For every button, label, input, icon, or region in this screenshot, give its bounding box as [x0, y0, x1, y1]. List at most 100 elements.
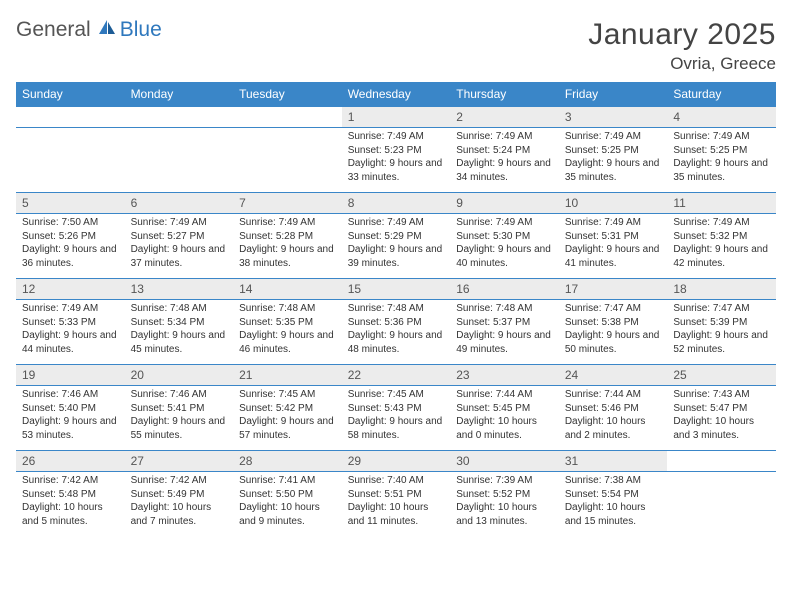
daylight-line: Daylight: 9 hours and 39 minutes.: [348, 243, 445, 270]
day-number-cell: 22: [342, 365, 451, 386]
sunset-line: Sunset: 5:40 PM: [22, 402, 119, 416]
col-tuesday: Tuesday: [233, 82, 342, 107]
day-details-cell: Sunrise: 7:45 AMSunset: 5:42 PMDaylight:…: [233, 386, 342, 451]
day-number-cell: 27: [125, 451, 234, 472]
day-details-cell: [667, 472, 776, 537]
daylight-line: Daylight: 9 hours and 34 minutes.: [456, 157, 553, 184]
daylight-line: Daylight: 10 hours and 9 minutes.: [239, 501, 336, 528]
daylight-line: Daylight: 9 hours and 40 minutes.: [456, 243, 553, 270]
sunset-line: Sunset: 5:23 PM: [348, 144, 445, 158]
day-number-cell: 7: [233, 193, 342, 214]
daylight-line: Daylight: 9 hours and 53 minutes.: [22, 415, 119, 442]
day-number-cell: [667, 451, 776, 472]
sunset-line: Sunset: 5:54 PM: [565, 488, 662, 502]
daylight-line: Daylight: 9 hours and 50 minutes.: [565, 329, 662, 356]
sunrise-line: Sunrise: 7:49 AM: [348, 216, 445, 230]
page-title: January 2025: [588, 18, 776, 52]
sunrise-line: Sunrise: 7:40 AM: [348, 474, 445, 488]
day-number-cell: 13: [125, 279, 234, 300]
day-number-cell: [16, 107, 125, 128]
day-number-cell: 19: [16, 365, 125, 386]
day-details-cell: Sunrise: 7:46 AMSunset: 5:41 PMDaylight:…: [125, 386, 234, 451]
sail-icon: [96, 19, 116, 42]
day-details-cell: Sunrise: 7:45 AMSunset: 5:43 PMDaylight:…: [342, 386, 451, 451]
sunrise-line: Sunrise: 7:46 AM: [22, 388, 119, 402]
sunset-line: Sunset: 5:33 PM: [22, 316, 119, 330]
day-details-cell: Sunrise: 7:47 AMSunset: 5:39 PMDaylight:…: [667, 300, 776, 365]
col-friday: Friday: [559, 82, 668, 107]
daylight-line: Daylight: 10 hours and 11 minutes.: [348, 501, 445, 528]
day-details-cell: Sunrise: 7:46 AMSunset: 5:40 PMDaylight:…: [16, 386, 125, 451]
day-number-cell: 31: [559, 451, 668, 472]
sunrise-line: Sunrise: 7:49 AM: [131, 216, 228, 230]
sunrise-line: Sunrise: 7:47 AM: [673, 302, 770, 316]
sunrise-line: Sunrise: 7:45 AM: [239, 388, 336, 402]
sunrise-line: Sunrise: 7:46 AM: [131, 388, 228, 402]
sunrise-line: Sunrise: 7:44 AM: [456, 388, 553, 402]
sunrise-line: Sunrise: 7:48 AM: [131, 302, 228, 316]
daylight-line: Daylight: 9 hours and 55 minutes.: [131, 415, 228, 442]
day-details-cell: Sunrise: 7:49 AMSunset: 5:31 PMDaylight:…: [559, 214, 668, 279]
sunset-line: Sunset: 5:52 PM: [456, 488, 553, 502]
day-number-cell: 21: [233, 365, 342, 386]
sunrise-line: Sunrise: 7:48 AM: [348, 302, 445, 316]
day-details-cell: Sunrise: 7:41 AMSunset: 5:50 PMDaylight:…: [233, 472, 342, 537]
daylight-line: Daylight: 9 hours and 44 minutes.: [22, 329, 119, 356]
sunset-line: Sunset: 5:35 PM: [239, 316, 336, 330]
day-details-cell: Sunrise: 7:49 AMSunset: 5:28 PMDaylight:…: [233, 214, 342, 279]
day-details-cell: Sunrise: 7:49 AMSunset: 5:33 PMDaylight:…: [16, 300, 125, 365]
daylight-line: Daylight: 10 hours and 0 minutes.: [456, 415, 553, 442]
sunset-line: Sunset: 5:28 PM: [239, 230, 336, 244]
daylight-line: Daylight: 9 hours and 38 minutes.: [239, 243, 336, 270]
brand-part2: Blue: [120, 18, 162, 42]
day-number-cell: 25: [667, 365, 776, 386]
daylight-line: Daylight: 10 hours and 13 minutes.: [456, 501, 553, 528]
day-number-cell: 30: [450, 451, 559, 472]
day-number-cell: 2: [450, 107, 559, 128]
sunrise-line: Sunrise: 7:50 AM: [22, 216, 119, 230]
daylight-line: Daylight: 9 hours and 49 minutes.: [456, 329, 553, 356]
sunrise-line: Sunrise: 7:49 AM: [348, 130, 445, 144]
sunrise-line: Sunrise: 7:49 AM: [673, 216, 770, 230]
day-number-cell: 16: [450, 279, 559, 300]
sunrise-line: Sunrise: 7:49 AM: [22, 302, 119, 316]
daylight-line: Daylight: 9 hours and 35 minutes.: [673, 157, 770, 184]
day-number-cell: 15: [342, 279, 451, 300]
daylight-line: Daylight: 10 hours and 3 minutes.: [673, 415, 770, 442]
sunset-line: Sunset: 5:47 PM: [673, 402, 770, 416]
day-details-cell: Sunrise: 7:44 AMSunset: 5:45 PMDaylight:…: [450, 386, 559, 451]
sunset-line: Sunset: 5:36 PM: [348, 316, 445, 330]
day-number-cell: 1: [342, 107, 451, 128]
col-monday: Monday: [125, 82, 234, 107]
day-number-cell: 4: [667, 107, 776, 128]
sunset-line: Sunset: 5:32 PM: [673, 230, 770, 244]
daylight-line: Daylight: 9 hours and 35 minutes.: [565, 157, 662, 184]
sunrise-line: Sunrise: 7:44 AM: [565, 388, 662, 402]
day-number-row: 12131415161718: [16, 279, 776, 300]
day-details-cell: Sunrise: 7:48 AMSunset: 5:36 PMDaylight:…: [342, 300, 451, 365]
day-details-row: Sunrise: 7:50 AMSunset: 5:26 PMDaylight:…: [16, 214, 776, 279]
day-number-cell: 5: [16, 193, 125, 214]
sunrise-line: Sunrise: 7:47 AM: [565, 302, 662, 316]
day-details-cell: Sunrise: 7:48 AMSunset: 5:35 PMDaylight:…: [233, 300, 342, 365]
day-details-cell: Sunrise: 7:49 AMSunset: 5:32 PMDaylight:…: [667, 214, 776, 279]
day-details-cell: Sunrise: 7:38 AMSunset: 5:54 PMDaylight:…: [559, 472, 668, 537]
day-number-cell: [233, 107, 342, 128]
sunset-line: Sunset: 5:24 PM: [456, 144, 553, 158]
col-wednesday: Wednesday: [342, 82, 451, 107]
sunset-line: Sunset: 5:48 PM: [22, 488, 119, 502]
daylight-line: Daylight: 10 hours and 7 minutes.: [131, 501, 228, 528]
sunset-line: Sunset: 5:43 PM: [348, 402, 445, 416]
sunset-line: Sunset: 5:37 PM: [456, 316, 553, 330]
location: Ovria, Greece: [588, 54, 776, 74]
day-details-cell: Sunrise: 7:49 AMSunset: 5:27 PMDaylight:…: [125, 214, 234, 279]
sunset-line: Sunset: 5:25 PM: [673, 144, 770, 158]
sunrise-line: Sunrise: 7:38 AM: [565, 474, 662, 488]
sunset-line: Sunset: 5:39 PM: [673, 316, 770, 330]
day-number-row: 1234: [16, 107, 776, 128]
day-number-cell: [125, 107, 234, 128]
day-number-cell: 14: [233, 279, 342, 300]
title-block: January 2025 Ovria, Greece: [588, 18, 776, 74]
sunset-line: Sunset: 5:41 PM: [131, 402, 228, 416]
day-details-cell: [125, 128, 234, 193]
